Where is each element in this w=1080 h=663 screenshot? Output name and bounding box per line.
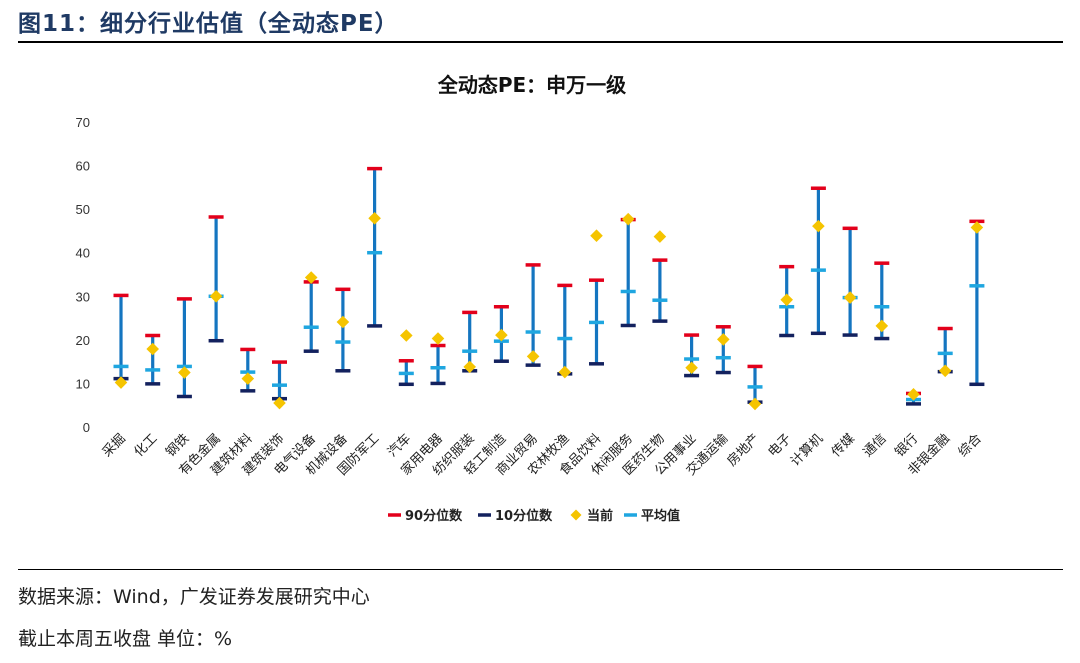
current-point bbox=[526, 350, 540, 363]
current-point bbox=[812, 219, 825, 233]
current-point bbox=[336, 315, 350, 329]
y-tick-label: 0 bbox=[83, 420, 90, 435]
category-label: 计算机 bbox=[788, 431, 826, 469]
current-point bbox=[146, 342, 159, 356]
current-point bbox=[209, 289, 223, 303]
current-point bbox=[304, 271, 318, 284]
legend-label: 平均值 bbox=[641, 508, 680, 524]
category-label: 化工 bbox=[132, 431, 161, 460]
current-point bbox=[590, 229, 603, 243]
category-label: 通信 bbox=[861, 431, 890, 460]
top-divider bbox=[18, 41, 1063, 43]
category-label: 房地产 bbox=[724, 431, 763, 470]
category-label: 传媒 bbox=[829, 431, 858, 460]
current-point bbox=[653, 230, 667, 243]
legend-label: 90分位数 bbox=[405, 508, 463, 524]
current-point bbox=[495, 328, 508, 342]
current-point bbox=[875, 319, 889, 333]
current-point bbox=[717, 333, 730, 346]
current-point bbox=[970, 221, 984, 234]
current-point bbox=[780, 293, 793, 307]
current-point bbox=[178, 366, 191, 379]
current-point bbox=[843, 291, 857, 304]
y-tick-label: 30 bbox=[76, 289, 90, 304]
current-point bbox=[241, 372, 255, 385]
y-tick-label: 50 bbox=[76, 202, 90, 217]
current-point bbox=[748, 397, 762, 411]
current-point bbox=[938, 364, 952, 378]
current-point bbox=[400, 329, 413, 342]
y-tick-label: 60 bbox=[76, 159, 90, 174]
current-point bbox=[463, 360, 476, 374]
legend-swatch-current bbox=[570, 509, 582, 521]
unit-note: 截止本周五收盘 单位：% bbox=[18, 628, 233, 650]
y-tick-label: 70 bbox=[76, 115, 90, 130]
current-point bbox=[114, 376, 128, 389]
figure-title: 图11：细分行业估值（全动态PE） bbox=[18, 11, 399, 37]
current-point bbox=[273, 396, 286, 410]
current-point bbox=[431, 332, 445, 345]
current-point bbox=[558, 365, 572, 379]
y-tick-label: 20 bbox=[76, 333, 90, 348]
bottom-divider bbox=[18, 569, 1063, 570]
category-label: 综合 bbox=[956, 431, 985, 460]
legend-label: 当前 bbox=[587, 508, 613, 524]
current-point bbox=[907, 388, 920, 401]
current-point bbox=[368, 211, 381, 225]
chart-title: 全动态PE：申万一级 bbox=[437, 73, 626, 97]
legend-label: 10分位数 bbox=[495, 508, 553, 524]
current-point bbox=[685, 361, 698, 375]
source-note: 数据来源：Wind，广发证券发展研究中心 bbox=[18, 586, 370, 608]
current-point bbox=[621, 212, 635, 226]
category-label: 采掘 bbox=[100, 431, 129, 460]
y-tick-label: 10 bbox=[76, 376, 90, 391]
y-tick-label: 40 bbox=[76, 246, 90, 261]
